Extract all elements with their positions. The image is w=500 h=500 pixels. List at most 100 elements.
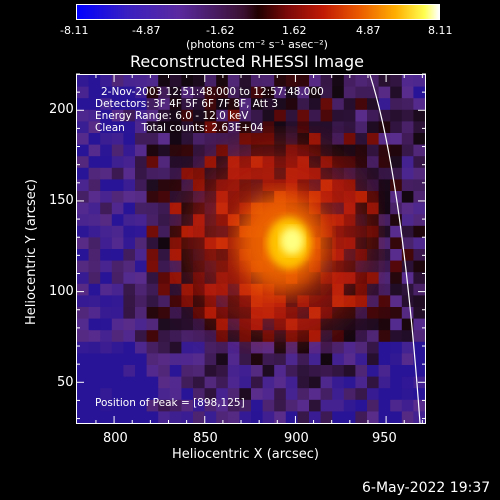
image-pixel — [378, 365, 391, 378]
image-pixel — [239, 75, 252, 88]
image-pixel — [413, 144, 425, 157]
image-pixel — [88, 411, 101, 423]
image-pixel — [297, 388, 310, 401]
image-pixel — [355, 156, 368, 169]
image-pixel — [193, 144, 206, 157]
image-pixel — [204, 144, 217, 157]
image-pixel — [146, 144, 159, 157]
image-pixel — [355, 341, 368, 354]
image-pixel — [401, 353, 414, 366]
image-pixel — [88, 202, 101, 215]
image-pixel — [100, 86, 113, 99]
image-pixel — [123, 330, 136, 343]
image-pixel — [390, 365, 403, 378]
image-pixel — [146, 295, 159, 308]
image-pixel — [181, 353, 194, 366]
image-pixel — [100, 295, 113, 308]
image-pixel — [367, 109, 380, 122]
image-pixel — [251, 75, 264, 88]
image-pixel — [123, 225, 136, 238]
image-pixel — [88, 98, 101, 111]
image-pixel — [158, 411, 171, 423]
image-pixel — [169, 318, 182, 331]
image-pixel — [401, 330, 414, 343]
image-pixel — [169, 376, 182, 389]
image-pixel — [135, 225, 148, 238]
image-pixel — [413, 388, 425, 401]
image-pixel — [355, 365, 368, 378]
image-pixel — [309, 341, 322, 354]
image-pixel — [332, 121, 345, 134]
image-pixel — [181, 318, 194, 331]
image-pixel — [274, 121, 287, 134]
image-pixel — [77, 202, 90, 215]
image-pixel — [367, 272, 380, 285]
image-pixel — [135, 272, 148, 285]
image-pixel — [332, 341, 345, 354]
image-pixel — [378, 388, 391, 401]
image-pixel — [146, 214, 159, 227]
image-pixel — [367, 411, 380, 423]
image-pixel — [216, 376, 229, 389]
image-pixel — [146, 318, 159, 331]
image-pixel — [378, 318, 391, 331]
image-pixel — [227, 144, 240, 157]
image-pixel — [343, 133, 356, 146]
image-pixel — [239, 411, 252, 423]
image-pixel — [135, 365, 148, 378]
image-pixel — [204, 341, 217, 354]
image-pixel — [77, 411, 90, 423]
image-pixel — [135, 86, 148, 99]
image-pixel — [111, 411, 124, 423]
image-pixel — [135, 249, 148, 262]
image-pixel — [332, 109, 345, 122]
image-pixel — [309, 86, 322, 99]
image-pixel — [204, 318, 217, 331]
image-pixel — [146, 191, 159, 204]
image-pixel — [158, 260, 171, 273]
image-pixel — [367, 191, 380, 204]
image-pixel — [181, 376, 194, 389]
image-pixel — [77, 109, 90, 122]
image-pixel — [413, 225, 425, 238]
image-pixel — [320, 109, 333, 122]
image-pixel — [135, 260, 148, 273]
image-pixel — [367, 214, 380, 227]
image-pixels — [77, 75, 425, 423]
image-pixel — [193, 399, 206, 412]
image-pixel — [297, 121, 310, 134]
image-pixel — [413, 237, 425, 250]
image-pixel — [169, 109, 182, 122]
image-pixel — [355, 295, 368, 308]
image-pixel — [355, 86, 368, 99]
image-pixel — [401, 179, 414, 192]
image-pixel — [378, 237, 391, 250]
image-pixel — [378, 330, 391, 343]
image-pixel — [181, 341, 194, 354]
image-pixel — [88, 86, 101, 99]
image-pixel — [320, 144, 333, 157]
image-pixel — [309, 388, 322, 401]
image-pixel — [111, 98, 124, 111]
image-pixel — [158, 353, 171, 366]
image-pixel — [332, 75, 345, 88]
image-pixel — [193, 330, 206, 343]
image-pixel — [401, 260, 414, 273]
image-pixel — [390, 98, 403, 111]
image-pixel — [297, 86, 310, 99]
timestamp: 6-May-2022 19:37 — [362, 480, 491, 496]
image-pixel — [169, 399, 182, 412]
image-pixel — [378, 133, 391, 146]
image-pixel — [274, 365, 287, 378]
image-pixel — [88, 272, 101, 285]
image-pixel — [123, 167, 136, 180]
image-pixel — [158, 202, 171, 215]
image-pixel — [227, 86, 240, 99]
image-pixel — [135, 388, 148, 401]
image-pixel — [367, 330, 380, 343]
image-pixel — [135, 133, 148, 146]
image-pixel — [88, 144, 101, 157]
image-pixel — [401, 295, 414, 308]
image-pixel — [401, 237, 414, 250]
image-pixel — [123, 237, 136, 250]
